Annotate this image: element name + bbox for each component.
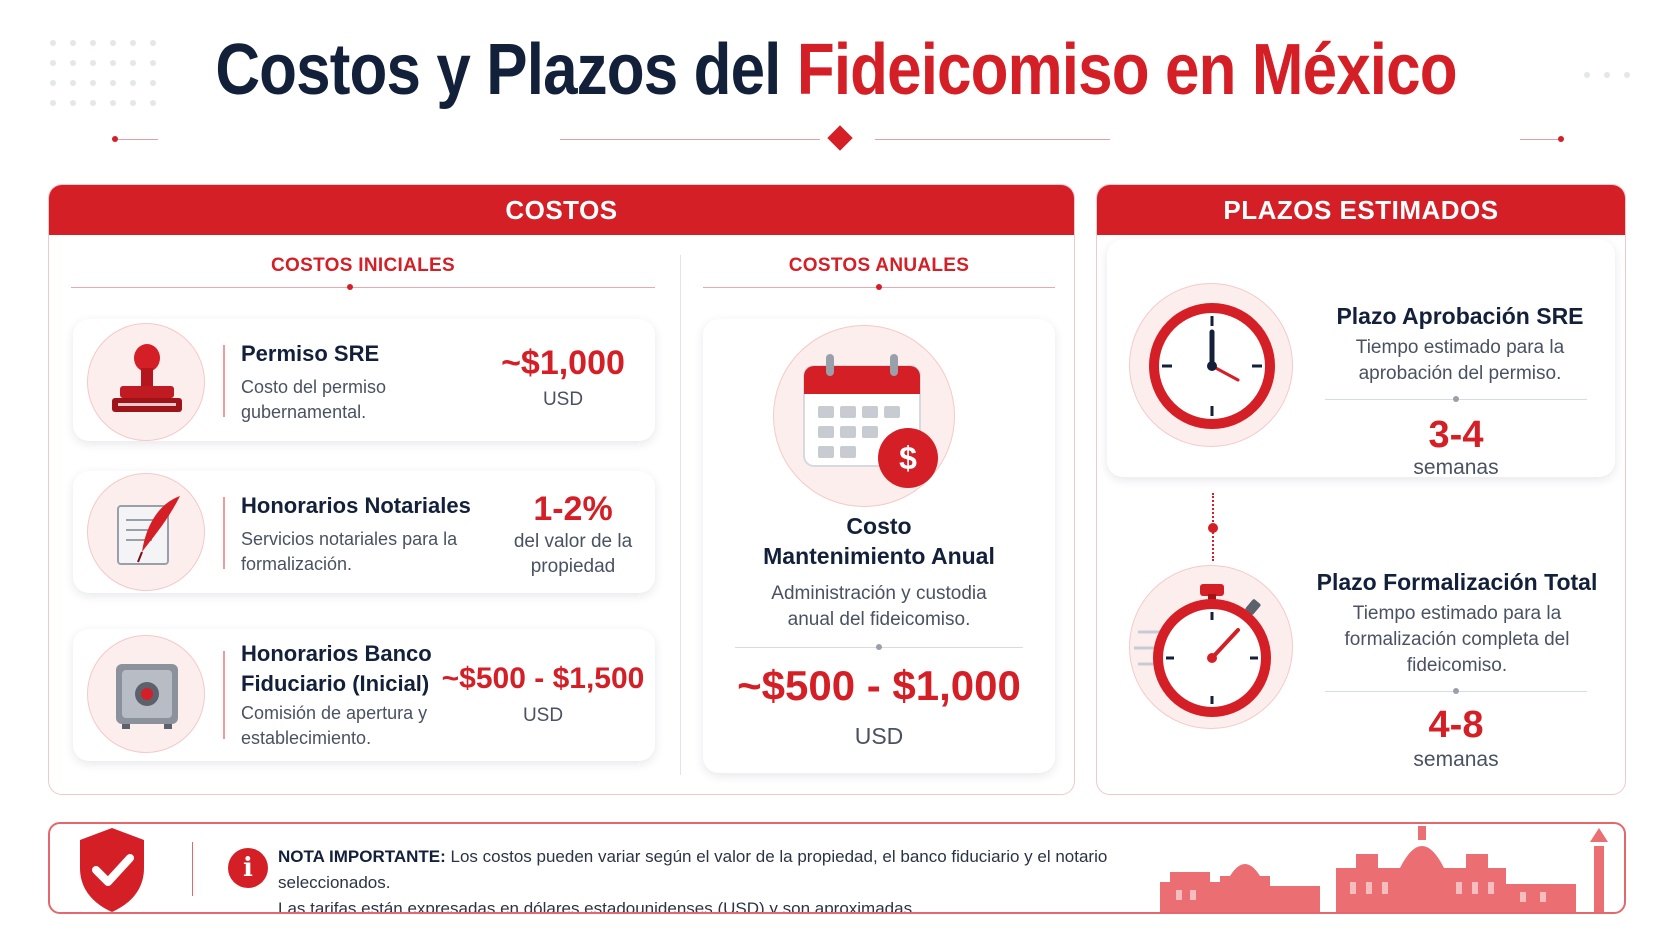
plazo-card-aprobacion-sre: Plazo Aprobación SRE Tiempo estimado par… bbox=[1107, 239, 1615, 477]
costos-iniciales-heading: COSTOS INICIALES bbox=[271, 255, 455, 276]
title-rule-center-left bbox=[560, 139, 820, 140]
cost-unit: USD bbox=[522, 705, 564, 726]
cost-title: Permiso SRE bbox=[241, 341, 380, 366]
plazo-title: Plazo Aprobación SRE bbox=[1336, 303, 1584, 329]
annual-cost-title: Costo Mantenimiento Anual bbox=[763, 513, 995, 569]
plazo-separator-dot bbox=[1453, 688, 1459, 694]
mexico-city-skyline-icon bbox=[1160, 824, 1624, 912]
annual-cost-desc: Administración y custodia anual del fide… bbox=[771, 583, 987, 630]
title-rule-left bbox=[118, 139, 158, 140]
info-icon: i bbox=[228, 848, 268, 888]
title-rule-right bbox=[1520, 139, 1560, 140]
annual-cost-value: ~$500 - $1,000 bbox=[737, 662, 1021, 709]
shield-check-icon bbox=[74, 824, 150, 912]
costos-anuales-rule-dot bbox=[876, 284, 882, 290]
title-rule-dot-left bbox=[112, 136, 118, 142]
plazos-heading: PLAZOS ESTIMADOS bbox=[1097, 185, 1625, 235]
cost-desc: Comisión de apertura y establecimiento. bbox=[241, 703, 428, 748]
plazo-unit: semanas bbox=[1413, 748, 1499, 771]
stopwatch-icon bbox=[1129, 565, 1293, 729]
cost-value: ~$500 - $1,500 bbox=[441, 662, 645, 695]
safe-icon bbox=[87, 635, 205, 753]
decorative-dots-right bbox=[1584, 72, 1630, 78]
plazos-panel: PLAZOS ESTIMADOS Plazo Aprobación SRE Ti… bbox=[1096, 184, 1626, 795]
plazo-desc: Tiempo estimado para la formalización co… bbox=[1344, 603, 1570, 676]
card-divider bbox=[223, 497, 225, 569]
calendar-dollar-icon: $ bbox=[773, 325, 955, 507]
plazo-card-formalizacion-total: Plazo Formalización Total Tiempo estimad… bbox=[1107, 565, 1615, 785]
costos-heading: COSTOS bbox=[49, 185, 1074, 235]
title-diamond bbox=[827, 125, 853, 151]
important-note: i NOTA IMPORTANTE: Los costos pueden var… bbox=[48, 822, 1626, 914]
cost-unit: USD bbox=[542, 389, 584, 410]
note-label: NOTA IMPORTANTE: bbox=[278, 847, 446, 866]
annual-cost-unit: USD bbox=[854, 723, 904, 749]
plazo-title: Plazo Formalización Total bbox=[1316, 569, 1598, 595]
note-divider bbox=[192, 842, 193, 896]
column-divider bbox=[680, 255, 681, 775]
note-line-2: Las tarifas están expresadas en dólares … bbox=[278, 899, 917, 914]
cost-title: Honorarios Notariales bbox=[241, 493, 471, 518]
plazo-unit: semanas bbox=[1413, 456, 1499, 479]
cost-card-honorarios-notariales: Honorarios Notariales Servicios notarial… bbox=[73, 471, 655, 593]
costos-panel: COSTOS COSTOS INICIALES Permiso SRE Cost… bbox=[48, 184, 1075, 795]
clock-icon bbox=[1129, 283, 1293, 447]
cost-card-permiso-sre: Permiso SRE Costo del permiso gubernamen… bbox=[73, 319, 655, 441]
decorative-dots-left bbox=[50, 40, 156, 106]
plazo-value: 3-4 bbox=[1428, 414, 1484, 456]
stamp-icon bbox=[87, 323, 205, 441]
cost-value: 1-2% bbox=[533, 490, 613, 528]
card-divider bbox=[223, 651, 225, 739]
cost-desc: Servicios notariales para la formalizaci… bbox=[241, 529, 458, 574]
timeline-dot bbox=[1208, 523, 1218, 533]
plazo-separator-dot bbox=[1453, 396, 1459, 402]
page-title: Costos y Plazos del Fideicomiso en Méxic… bbox=[215, 30, 1457, 110]
svg-text:$: $ bbox=[899, 440, 917, 476]
cost-unit: del valor de la propiedad bbox=[513, 531, 633, 577]
plazo-desc: Tiempo estimado para la aprobación del p… bbox=[1355, 337, 1565, 384]
title-rule-dot-right bbox=[1558, 136, 1564, 142]
cost-card-banco-fiduciario: Honorarios Banco Fiduciario (Inicial) Co… bbox=[73, 629, 655, 761]
title-rule-center-right bbox=[875, 139, 1110, 140]
quill-scroll-icon bbox=[87, 473, 205, 591]
annual-cost-separator-dot bbox=[876, 644, 882, 650]
costos-iniciales-rule bbox=[71, 287, 655, 288]
cost-desc: Costo del permiso gubernamental. bbox=[241, 377, 387, 422]
cost-title: Honorarios Banco Fiduciario (Inicial) bbox=[241, 641, 432, 696]
note-line-1: Los costos pueden variar según el valor … bbox=[278, 847, 1108, 892]
costos-iniciales-rule-dot bbox=[347, 284, 353, 290]
card-divider bbox=[223, 345, 225, 417]
costos-anuales-heading: COSTOS ANUALES bbox=[788, 255, 970, 276]
plazo-value: 4-8 bbox=[1428, 704, 1484, 746]
cost-value: ~$1,000 bbox=[501, 344, 625, 382]
note-text: NOTA IMPORTANTE: Los costos pueden varia… bbox=[278, 844, 1198, 914]
annual-cost-card: $ Costo Mantenimiento Anual Administraci… bbox=[703, 319, 1055, 773]
